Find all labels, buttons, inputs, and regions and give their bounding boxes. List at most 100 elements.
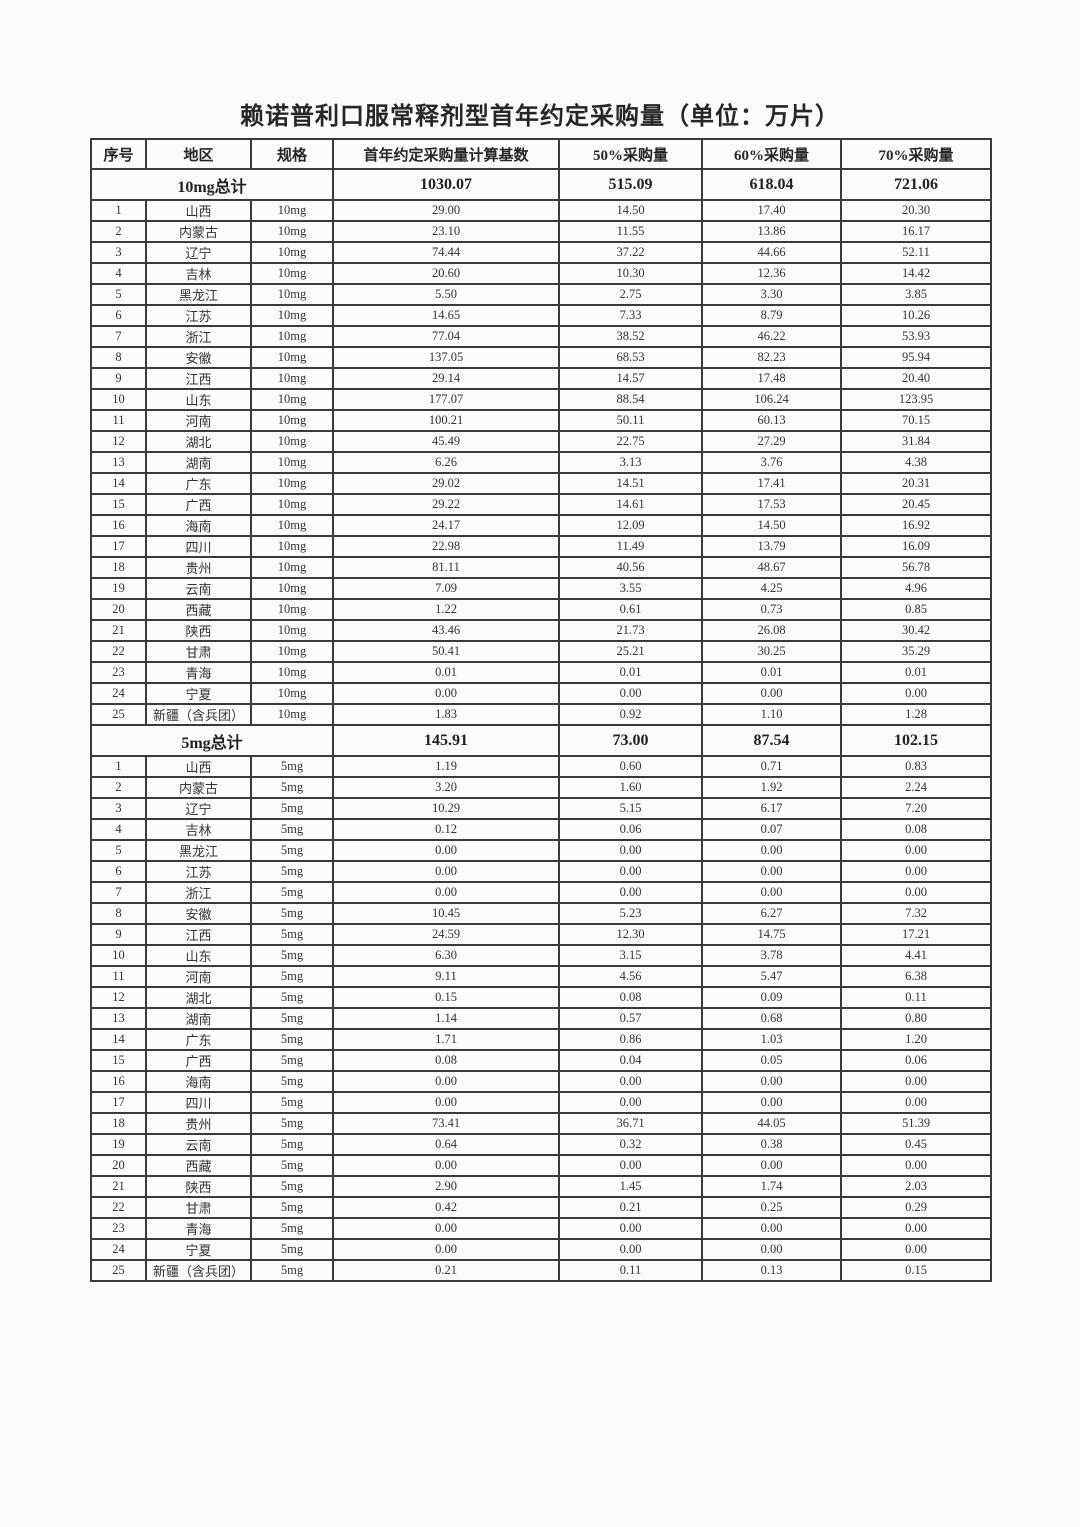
spec-label: 10mg [250,262,334,285]
qty-50-percent: 10.30 [558,262,703,285]
table-row: 14 广东 5mg 1.71 0.86 1.03 1.20 [90,1028,992,1051]
spec-label: 10mg [250,409,334,432]
row-number: 17 [90,1091,147,1114]
qty-60-percent: 1.92 [701,776,842,799]
row-number: 19 [90,1133,147,1156]
row-number: 7 [90,325,147,348]
region-name: 广西 [145,1049,252,1072]
spec-label: 10mg [250,619,334,642]
table-row: 4 吉林 5mg 0.12 0.06 0.07 0.08 [90,818,992,841]
qty-50-percent: 0.00 [558,1217,703,1240]
table-row: 25 新疆（含兵团） 5mg 0.21 0.11 0.13 0.15 [90,1259,992,1282]
region-name: 广东 [145,1028,252,1051]
table-row: 21 陕西 5mg 2.90 1.45 1.74 2.03 [90,1175,992,1198]
qty-60-percent: 0.00 [701,1154,842,1177]
region-name: 山西 [145,199,252,222]
section-summary-label: 10mg总计 [90,168,334,201]
qty-70-percent: 30.42 [840,619,992,642]
table-row: 23 青海 5mg 0.00 0.00 0.00 0.00 [90,1217,992,1240]
region-name: 宁夏 [145,682,252,705]
region-name: 安徽 [145,902,252,925]
qty-50-percent: 5.15 [558,797,703,820]
row-number: 6 [90,304,147,327]
qty-60-percent: 46.22 [701,325,842,348]
base-quantity: 23.10 [332,220,560,243]
qty-50-percent: 1.60 [558,776,703,799]
spec-label: 5mg [250,1238,334,1261]
row-number: 16 [90,514,147,537]
table-row: 9 江西 10mg 29.14 14.57 17.48 20.40 [90,367,992,390]
qty-60-percent: 3.76 [701,451,842,474]
qty-60-percent: 17.53 [701,493,842,516]
base-quantity: 0.00 [332,1154,560,1177]
table-row: 18 贵州 10mg 81.11 40.56 48.67 56.78 [90,556,992,579]
base-quantity: 0.00 [332,1091,560,1114]
spec-label: 5mg [250,1259,334,1282]
row-number: 20 [90,1154,147,1177]
qty-60-percent: 44.66 [701,241,842,264]
qty-50-percent: 0.32 [558,1133,703,1156]
qty-70-percent: 123.95 [840,388,992,411]
qty-50-percent: 0.00 [558,682,703,705]
region-name: 江苏 [145,304,252,327]
qty-70-percent: 0.06 [840,1049,992,1072]
qty-70-percent: 16.09 [840,535,992,558]
qty-50-percent: 0.08 [558,986,703,1009]
row-number: 24 [90,1238,147,1261]
region-name: 海南 [145,514,252,537]
qty-70-percent: 0.01 [840,661,992,684]
row-number: 12 [90,986,147,1009]
column-header: 70%采购量 [840,138,992,170]
region-name: 青海 [145,1217,252,1240]
table-row: 1 山西 5mg 1.19 0.60 0.71 0.83 [90,755,992,778]
qty-60-percent: 0.00 [701,860,842,883]
qty-50-percent: 0.00 [558,839,703,862]
spec-label: 5mg [250,944,334,967]
qty-60-percent: 0.01 [701,661,842,684]
spec-label: 10mg [250,430,334,453]
qty-60-percent: 17.40 [701,199,842,222]
header-row: 序号 地区 规格 首年约定采购量计算基数 50%采购量 60%采购量 70%采购量 [90,138,992,170]
region-name: 湖北 [145,430,252,453]
qty-70-percent: 0.00 [840,1238,992,1261]
qty-70-percent: 52.11 [840,241,992,264]
qty-60-percent: 13.79 [701,535,842,558]
table-row: 3 辽宁 5mg 10.29 5.15 6.17 7.20 [90,797,992,820]
table-row: 13 湖南 10mg 6.26 3.13 3.76 4.38 [90,451,992,474]
qty-50-percent: 88.54 [558,388,703,411]
table-row: 5 黑龙江 5mg 0.00 0.00 0.00 0.00 [90,839,992,862]
qty-70-percent: 53.93 [840,325,992,348]
table-row: 24 宁夏 10mg 0.00 0.00 0.00 0.00 [90,682,992,705]
base-quantity: 24.59 [332,923,560,946]
row-number: 4 [90,262,147,285]
qty-60-percent: 0.00 [701,881,842,904]
qty-70-percent: 0.00 [840,1154,992,1177]
qty-60-percent: 0.00 [701,1070,842,1093]
base-quantity: 0.01 [332,661,560,684]
qty-70-percent: 0.29 [840,1196,992,1219]
spec-label: 10mg [250,640,334,663]
spec-label: 5mg [250,1133,334,1156]
table-row: 16 海南 10mg 24.17 12.09 14.50 16.92 [90,514,992,537]
spec-label: 10mg [250,703,334,726]
spec-label: 5mg [250,776,334,799]
qty-60-percent: 0.05 [701,1049,842,1072]
base-quantity: 2.90 [332,1175,560,1198]
region-name: 辽宁 [145,241,252,264]
base-quantity: 29.14 [332,367,560,390]
region-name: 山东 [145,388,252,411]
qty-60-percent: 0.00 [701,1091,842,1114]
qty-50-percent: 14.50 [558,199,703,222]
table-row: 20 西藏 10mg 1.22 0.61 0.73 0.85 [90,598,992,621]
qty-70-percent: 0.00 [840,1217,992,1240]
table-row: 23 青海 10mg 0.01 0.01 0.01 0.01 [90,661,992,684]
row-number: 9 [90,923,147,946]
table-row: 10 山东 10mg 177.07 88.54 106.24 123.95 [90,388,992,411]
row-number: 22 [90,1196,147,1219]
section-summary-value: 618.04 [701,168,842,201]
table-body: 10mg总计 1030.07 515.09 618.04 721.06 1 山西 10mg 29… [90,168,992,1282]
column-header: 地区 [145,138,252,170]
table-row: 9 江西 5mg 24.59 12.30 14.75 17.21 [90,923,992,946]
region-name: 黑龙江 [145,283,252,306]
qty-60-percent: 26.08 [701,619,842,642]
